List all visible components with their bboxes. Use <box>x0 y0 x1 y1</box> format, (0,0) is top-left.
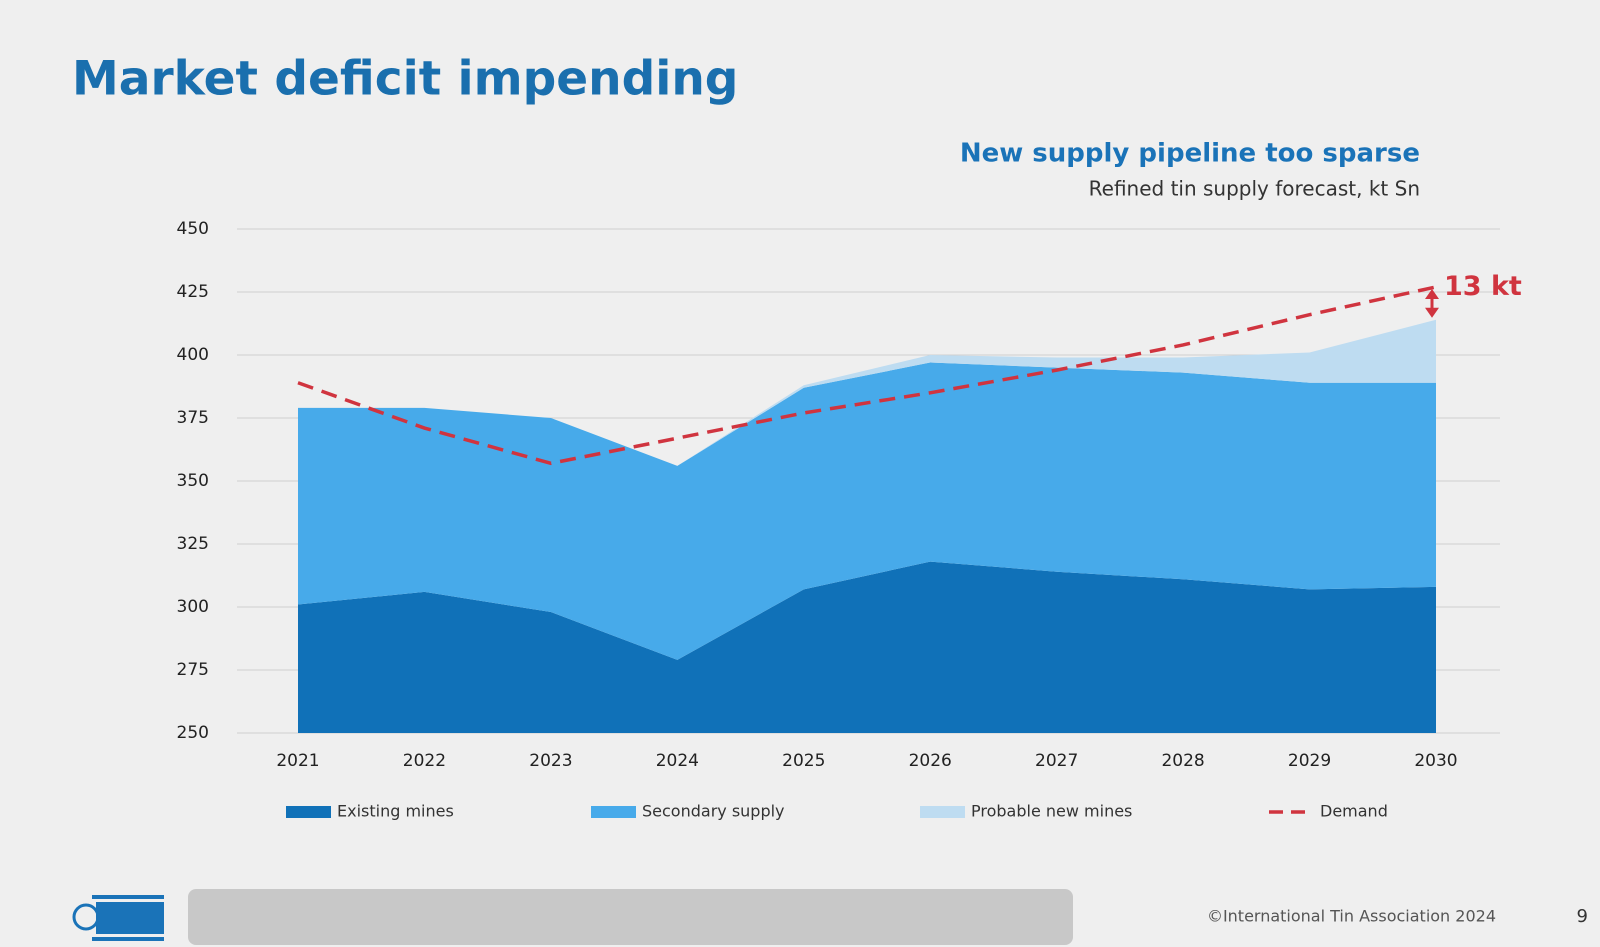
x-tick-label: 2022 <box>403 751 446 771</box>
legend: Existing mines Secondary supply Probable n… <box>286 802 1388 821</box>
slide-title: Market deficit impending <box>72 52 738 107</box>
area <box>298 362 1436 660</box>
legend-swatch <box>286 806 331 818</box>
legend-label: Existing mines <box>337 802 454 821</box>
y-tick-label: 350 <box>177 471 209 491</box>
x-tick-label: 2023 <box>529 751 572 771</box>
x-tick-label: 2027 <box>1035 751 1078 771</box>
logo-box <box>96 902 164 934</box>
x-tick-label: 2028 <box>1161 751 1204 771</box>
y-tick-label: 450 <box>177 219 209 239</box>
y-tick-label: 325 <box>177 534 209 554</box>
x-tick-label: 2029 <box>1288 751 1331 771</box>
legend-label: Probable new mines <box>971 802 1132 821</box>
page-number: 9 <box>1577 906 1588 927</box>
y-tick-label: 275 <box>177 660 209 680</box>
logo <box>72 895 164 941</box>
x-tick-label: 2021 <box>276 751 319 771</box>
x-tick-label: 2026 <box>909 751 952 771</box>
footer-bar <box>188 889 1073 945</box>
legend-swatch <box>920 806 965 818</box>
copyright: ©International Tin Association 2024 <box>1207 907 1496 926</box>
plot: 13 kt <box>297 271 1522 733</box>
x-tick-label: 2024 <box>656 751 699 771</box>
logo-stripe <box>92 895 164 899</box>
chart-subtitle: Refined tin supply forecast, kt Sn <box>1089 177 1420 201</box>
legend-label: Secondary supply <box>642 802 785 821</box>
line <box>297 285 1437 466</box>
y-tick-label: 300 <box>177 597 209 617</box>
x-tick-label: 2030 <box>1414 751 1457 771</box>
y-tick-label: 375 <box>177 408 209 428</box>
chart-title: New supply pipeline too sparse <box>960 139 1420 169</box>
area <box>298 561 1436 733</box>
legend-label: Demand <box>1320 802 1388 821</box>
x-tick-label: 2025 <box>782 751 825 771</box>
annotation: 13 kt <box>1444 271 1522 302</box>
legend-swatch <box>591 806 636 818</box>
arrow-head <box>1425 307 1439 318</box>
y-tick-label: 250 <box>177 723 209 743</box>
y-tick-label: 400 <box>177 345 209 365</box>
logo-stripe <box>92 937 164 941</box>
arrow-head <box>1425 288 1439 299</box>
y-tick-label: 425 <box>177 282 209 302</box>
